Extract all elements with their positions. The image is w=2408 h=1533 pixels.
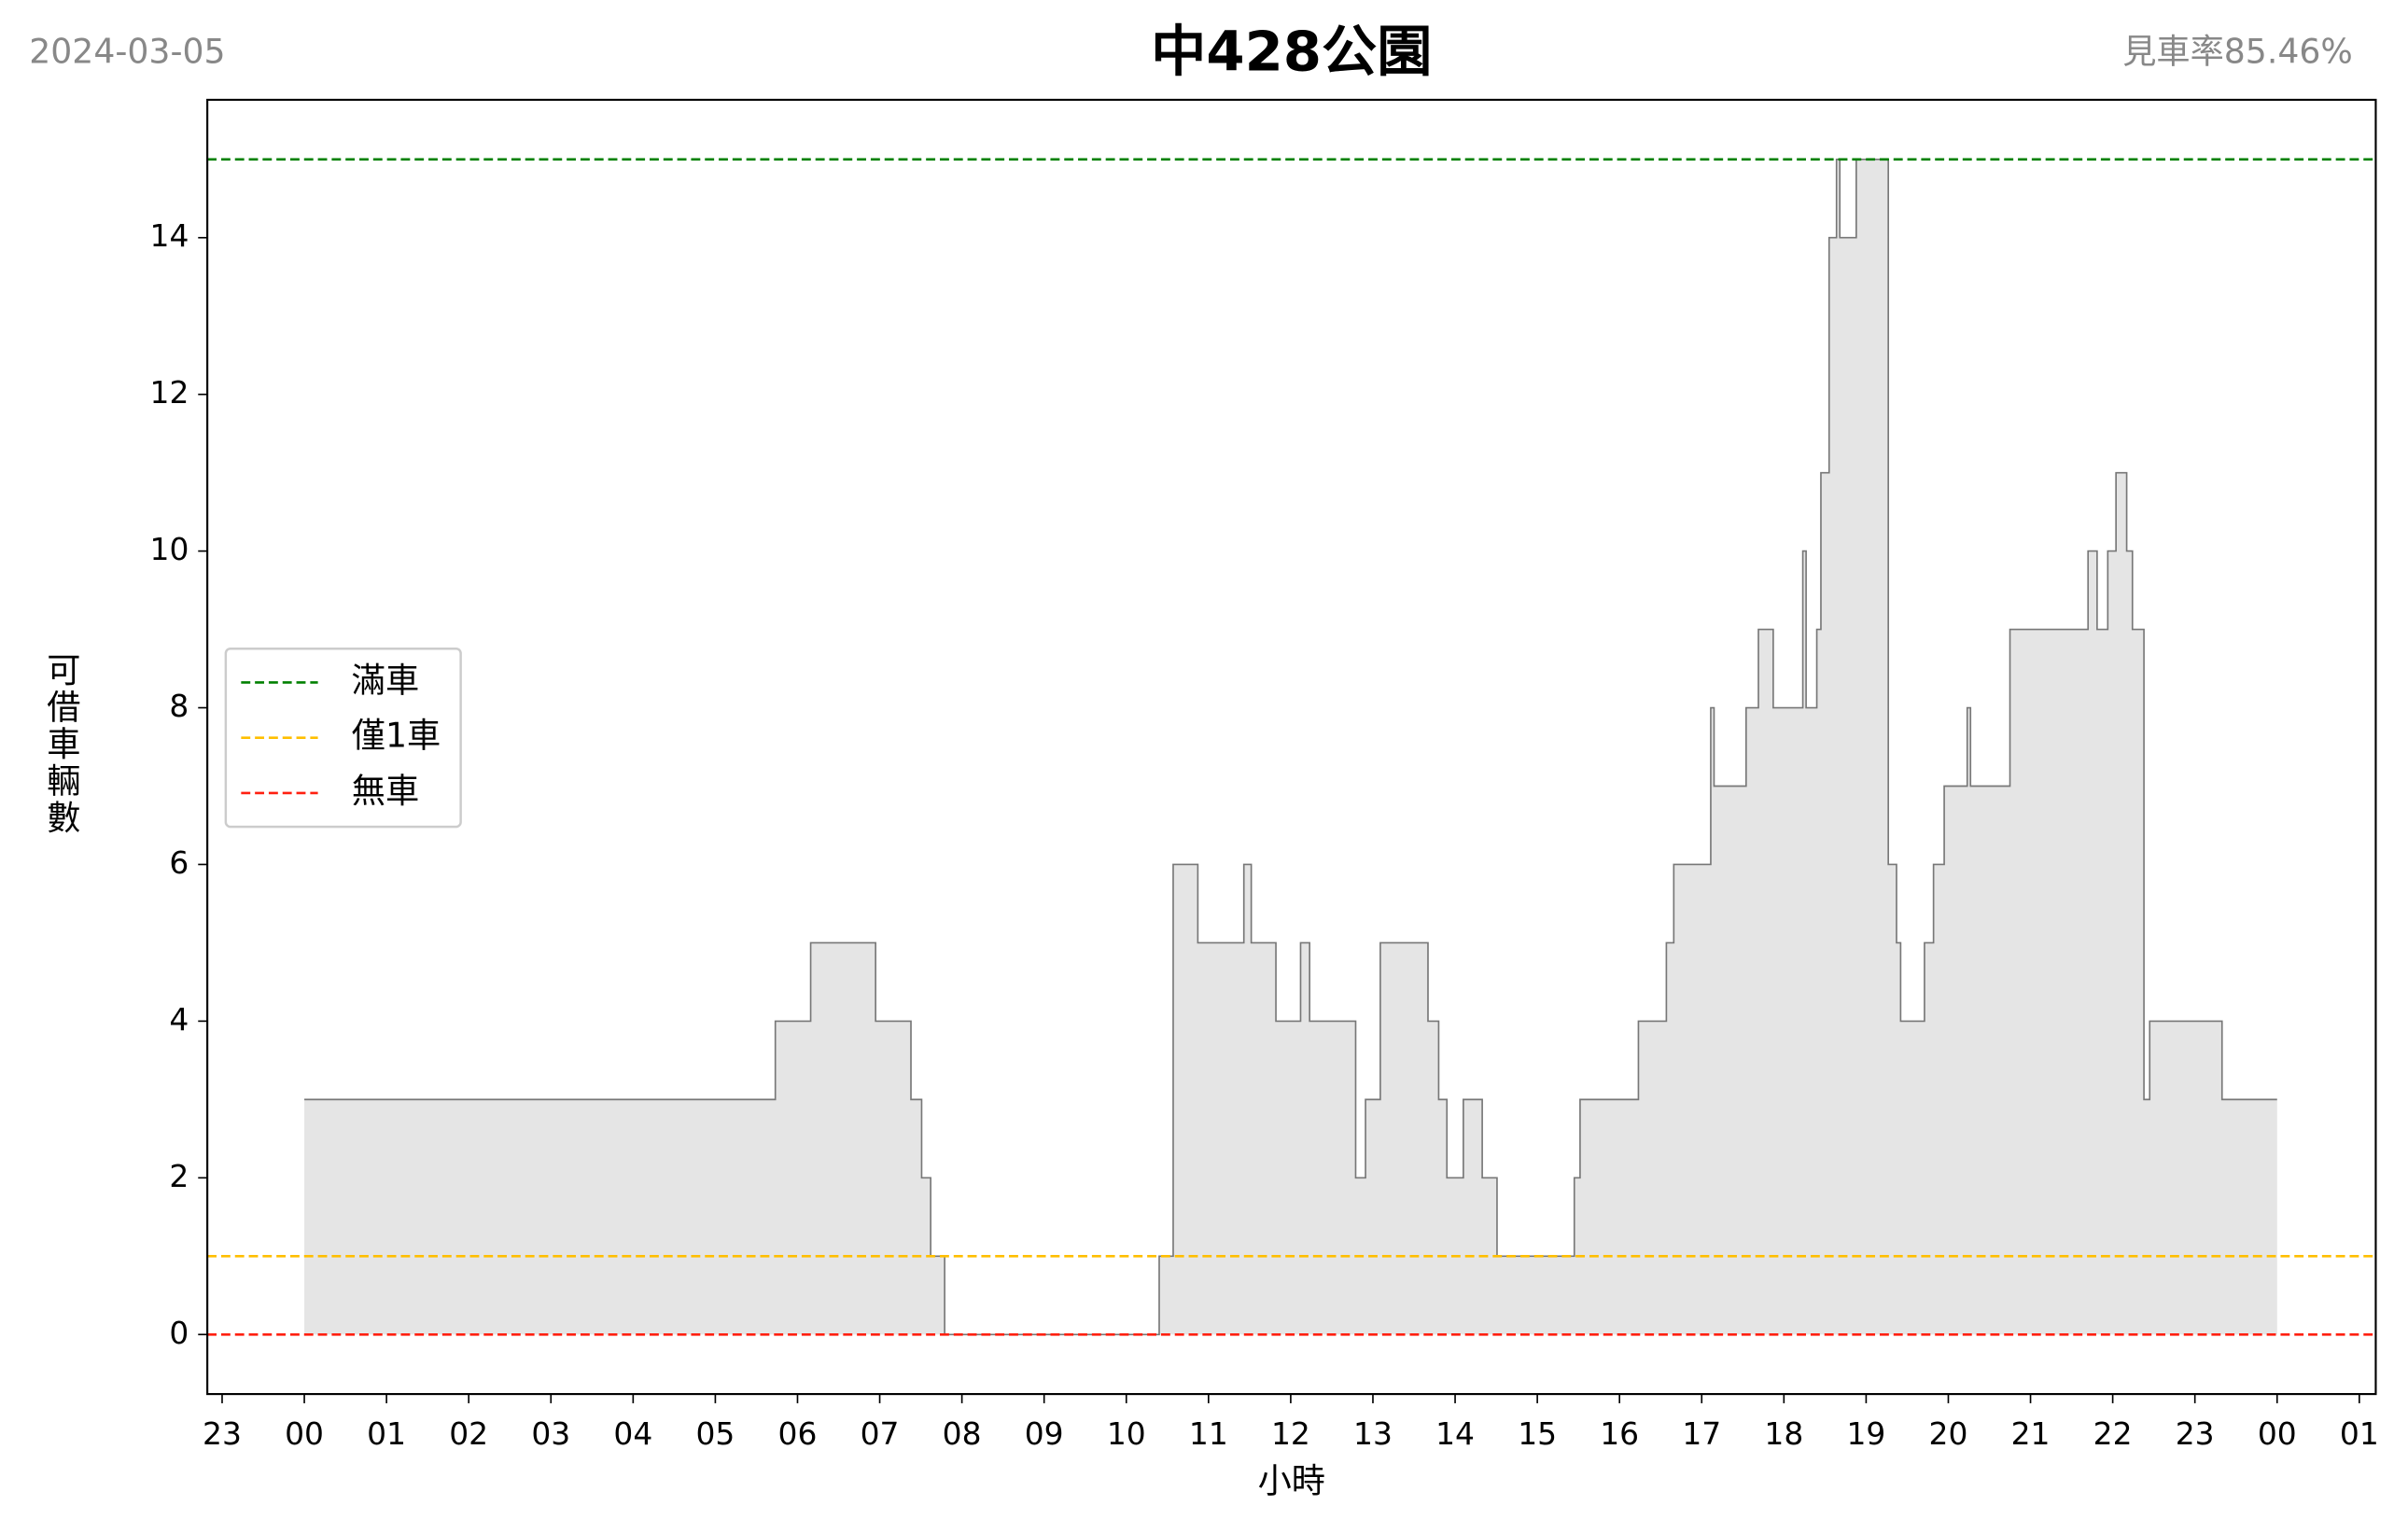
y-axis-label: 可借車輛數 <box>41 652 81 836</box>
x-tick-label: 22 <box>2093 1415 2133 1452</box>
x-tick-label: 19 <box>1846 1415 1885 1452</box>
x-tick-label: 07 <box>861 1415 900 1452</box>
x-tick-label: 21 <box>2011 1415 2051 1452</box>
y-tick-label: 14 <box>150 217 189 254</box>
x-tick-label: 15 <box>1518 1415 1557 1452</box>
y-tick-label: 4 <box>169 1001 189 1038</box>
x-tick-label: 05 <box>695 1415 735 1452</box>
chart-title: 中428公園 <box>1151 19 1432 83</box>
x-tick-label: 23 <box>203 1415 242 1452</box>
legend-label: 滿車 <box>352 660 419 700</box>
y-tick-label: 10 <box>150 531 189 567</box>
x-tick-label: 06 <box>778 1415 818 1452</box>
area <box>304 159 2277 1335</box>
x-tick-label: 01 <box>367 1415 406 1452</box>
x-axis-label: 小時 <box>1258 1461 1325 1501</box>
x-tick-label: 00 <box>2258 1415 2297 1452</box>
line <box>304 158 2277 1336</box>
y-tick-label: 6 <box>169 844 189 881</box>
legend-label: 僅1車 <box>352 716 441 756</box>
plot-frame <box>206 98 2377 1396</box>
x-tick-label: 02 <box>449 1415 488 1452</box>
x-tick-label: 16 <box>1600 1415 1639 1452</box>
y-tick-label: 2 <box>169 1158 189 1194</box>
x-tick-label: 12 <box>1271 1415 1310 1452</box>
legend-box <box>224 647 462 829</box>
x-tick-label: 10 <box>1107 1415 1146 1452</box>
x-tick-label: 13 <box>1353 1415 1393 1452</box>
x-tick-label: 20 <box>1929 1415 1968 1452</box>
y-tick-label: 0 <box>169 1315 189 1351</box>
x-tick-label: 23 <box>2176 1415 2215 1452</box>
x-tick-label: 01 <box>2340 1415 2379 1452</box>
x-tick-label: 17 <box>1682 1415 1721 1452</box>
x-tick-label: 09 <box>1025 1415 1064 1452</box>
x-tick-label: 00 <box>285 1415 324 1452</box>
y-tick-label: 12 <box>150 374 189 411</box>
x-tick-label: 03 <box>531 1415 570 1452</box>
x-tick-label: 08 <box>943 1415 982 1452</box>
y-tick-label: 8 <box>169 688 189 724</box>
x-tick-label: 11 <box>1189 1415 1228 1452</box>
date-label: 2024-03-05 <box>29 32 225 72</box>
annotation: 見車率85.46% <box>2122 32 2353 72</box>
x-tick-label: 18 <box>1764 1415 1803 1452</box>
legend-label: 無車 <box>352 771 419 811</box>
x-tick-label: 14 <box>1435 1415 1475 1452</box>
x-tick-label: 04 <box>613 1415 652 1452</box>
